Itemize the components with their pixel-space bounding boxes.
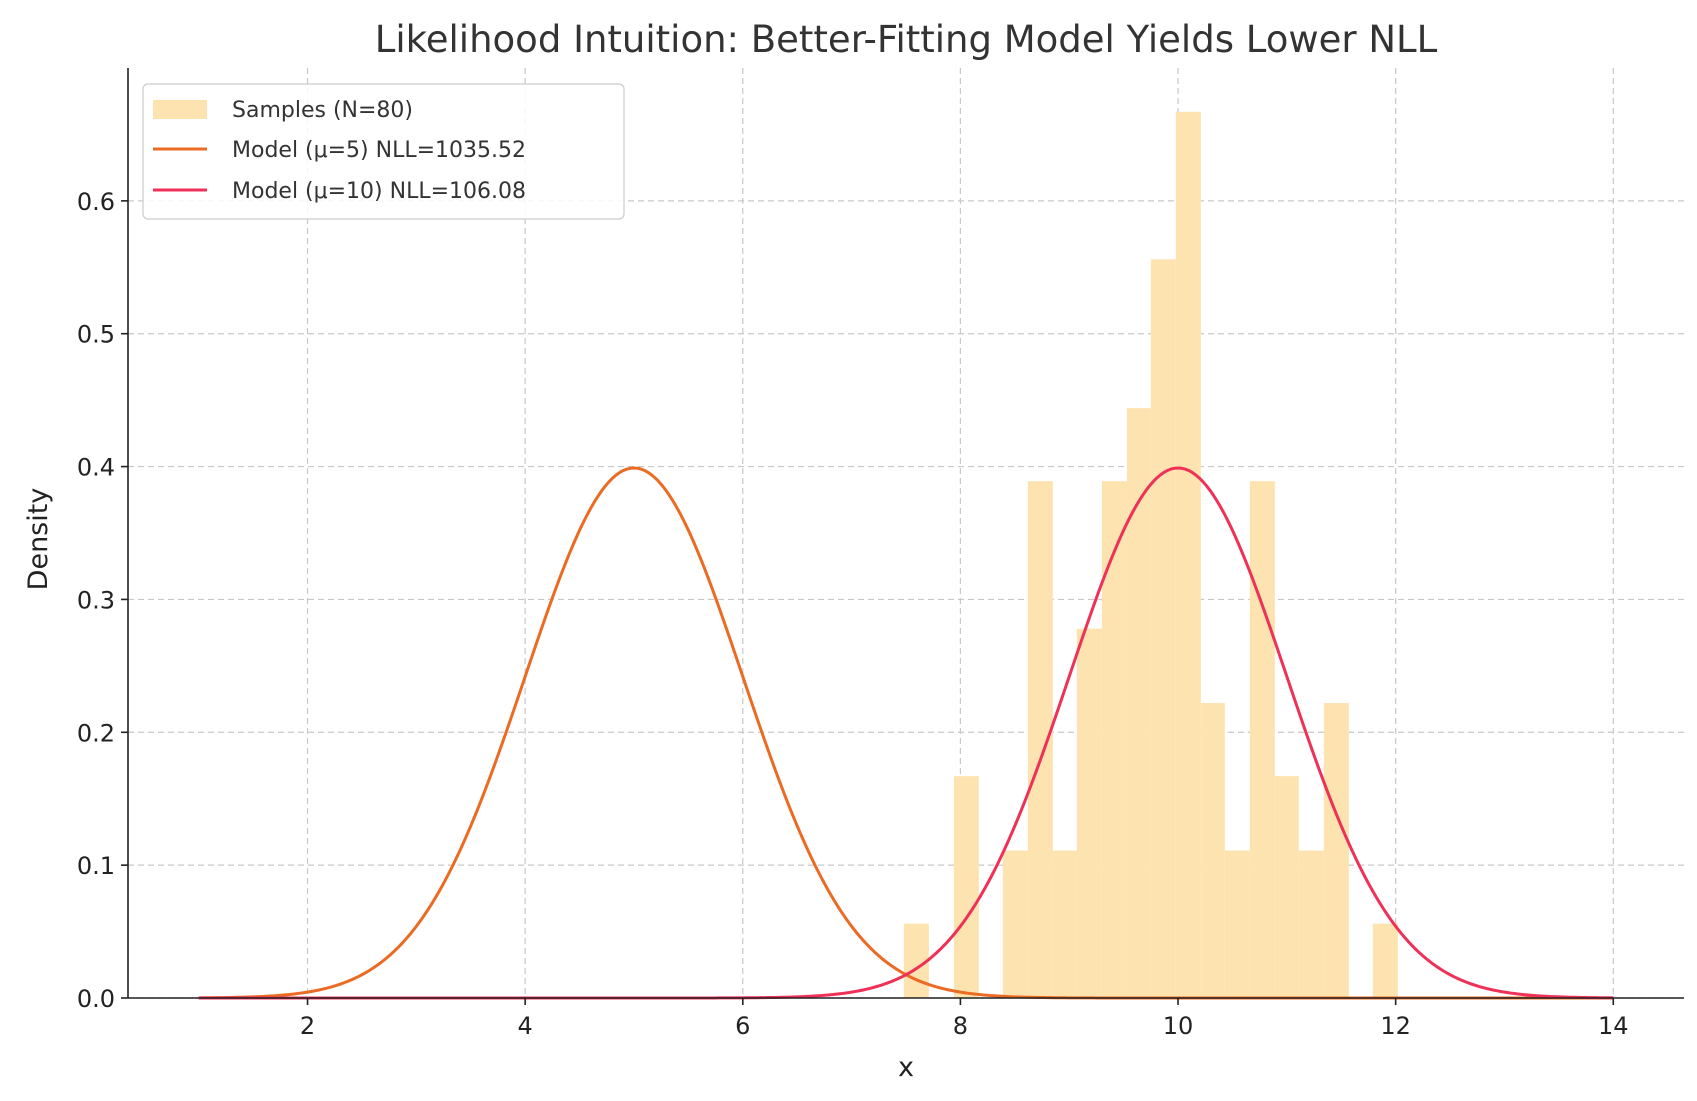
x-tick-label: 4 [518, 1012, 533, 1040]
legend-frame [142, 83, 625, 220]
histogram-bar [1298, 850, 1324, 998]
histogram-bar [1372, 923, 1398, 998]
x-axis-label: x [898, 1052, 914, 1083]
histogram-bar [1076, 628, 1102, 998]
histogram-bar [1200, 703, 1225, 998]
chart-title: Likelihood Intuition: Better-Fitting Mod… [375, 18, 1438, 61]
histogram-bar [953, 776, 979, 998]
histogram-bar [1126, 408, 1151, 999]
legend: Samples (N=80) Model (μ=5) NLL=1035.52 M… [142, 83, 625, 220]
y-tick-label: 0.5 [77, 321, 115, 349]
y-tick-label: 0.1 [77, 852, 115, 880]
model-curves [198, 466, 1614, 1000]
histogram-bar [903, 923, 929, 998]
histogram-bar [1101, 481, 1127, 999]
x-tick-label: 10 [1163, 1012, 1194, 1040]
histogram-bar [1052, 850, 1077, 998]
histogram-bar [1150, 259, 1176, 998]
legend-swatch-samples [153, 100, 207, 119]
histogram-bar [1175, 111, 1201, 999]
histogram-bar [1274, 776, 1299, 998]
x-tick-label: 14 [1598, 1012, 1629, 1040]
model-curve-1 [198, 466, 1614, 1000]
histogram-bar [1323, 703, 1349, 998]
y-tick-label: 0.2 [77, 719, 115, 747]
x-tick-label: 12 [1380, 1012, 1411, 1040]
histogram-bar [1224, 850, 1250, 998]
legend-label-model-mu10: Model (μ=10) NLL=106.08 [232, 179, 526, 204]
y-tick-label: 0.6 [77, 188, 115, 216]
histogram-bar [1002, 850, 1028, 998]
y-tick-label: 0.4 [77, 454, 115, 482]
y-tick-label: 0.0 [77, 985, 115, 1013]
x-tick-label: 8 [953, 1012, 968, 1040]
histogram-bar [1249, 481, 1275, 999]
y-axis-label: Density [23, 488, 54, 591]
x-tick-label: 2 [300, 1012, 315, 1040]
legend-label-samples: Samples (N=80) [232, 98, 413, 123]
y-tick-label: 0.3 [77, 586, 115, 614]
legend-label-model-mu5: Model (μ=5) NLL=1035.52 [232, 138, 526, 163]
x-tick-label: 6 [735, 1012, 750, 1040]
tick-labels: 2 4 6 8 10 12 14 0.0 0.1 0.2 0.3 0.4 0.5 0.6 [77, 188, 1629, 1040]
axes [121, 68, 1684, 1005]
histogram-bars [903, 111, 1398, 999]
model-curve-2 [198, 466, 1614, 1000]
